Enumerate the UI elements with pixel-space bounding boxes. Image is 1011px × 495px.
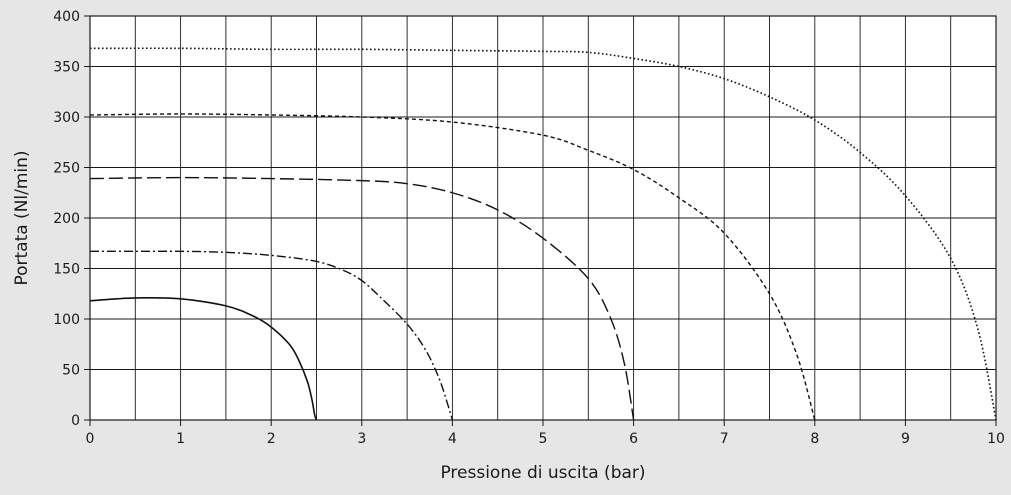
series-line-1 bbox=[89, 296, 318, 421]
y-tick-label: 350 bbox=[53, 60, 80, 76]
x-tick-label: 9 bbox=[901, 431, 910, 447]
y-tick-label: 100 bbox=[53, 312, 80, 328]
y-tick-label: 300 bbox=[53, 110, 80, 126]
y-tick-label: 50 bbox=[62, 363, 80, 379]
y-tick-label: 400 bbox=[53, 9, 80, 25]
x-tick-label: 1 bbox=[176, 431, 185, 447]
series-line-3 bbox=[89, 176, 635, 421]
x-axis-label: Pressione di uscita (bar) bbox=[440, 463, 645, 483]
y-tick-label: 200 bbox=[53, 211, 80, 227]
x-tick-label: 8 bbox=[810, 431, 819, 447]
x-tick-label: 6 bbox=[629, 431, 638, 447]
x-tick-label: 10 bbox=[987, 431, 1005, 447]
y-tick-label: 0 bbox=[71, 413, 80, 429]
y-tick-label: 150 bbox=[53, 262, 80, 278]
x-tick-label: 2 bbox=[267, 431, 276, 447]
x-tick-label: 4 bbox=[448, 431, 457, 447]
x-tick-label: 3 bbox=[357, 431, 366, 447]
y-tick-label: 250 bbox=[53, 161, 80, 177]
series-line-2 bbox=[89, 250, 454, 421]
series-line-4 bbox=[89, 113, 816, 421]
x-tick-label: 7 bbox=[720, 431, 729, 447]
x-tick-label: 5 bbox=[539, 431, 548, 447]
x-tick-label: 0 bbox=[86, 431, 95, 447]
y-axis-label: Portata (Nl/min) bbox=[12, 150, 32, 285]
series-line-5 bbox=[89, 47, 997, 421]
